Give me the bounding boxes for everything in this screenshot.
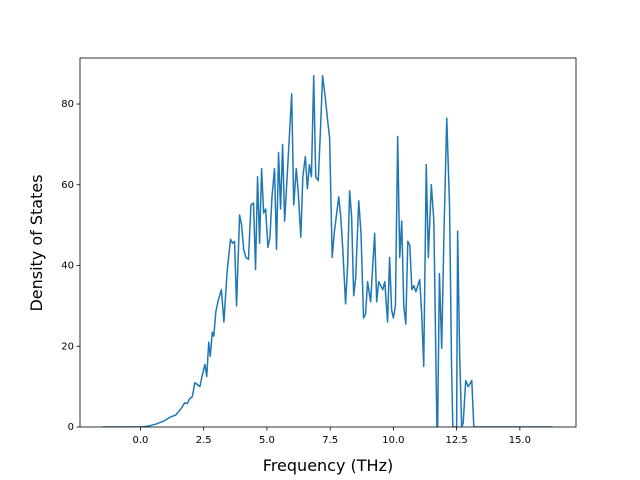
x-tick-label: 7.5 xyxy=(322,435,338,446)
x-tick-label: 2.5 xyxy=(196,435,212,446)
x-axis-label: Frequency (THz) xyxy=(263,456,393,475)
y-tick-label: 60 xyxy=(61,180,74,191)
y-tick-label: 20 xyxy=(61,341,74,352)
plot-frame xyxy=(79,57,577,428)
x-tick-label: 5.0 xyxy=(259,435,275,446)
x-tick-label: 10.0 xyxy=(382,435,404,446)
y-tick-label: 0 xyxy=(68,422,74,433)
y-tick-label: 40 xyxy=(61,261,74,272)
data-line xyxy=(102,75,553,427)
y-tick-label: 80 xyxy=(61,99,74,110)
x-tick-label: 12.5 xyxy=(445,435,467,446)
x-tick-label: 0.0 xyxy=(132,435,148,446)
y-axis-label: Density of States xyxy=(27,174,46,311)
x-tick-label: 15.0 xyxy=(509,435,531,446)
